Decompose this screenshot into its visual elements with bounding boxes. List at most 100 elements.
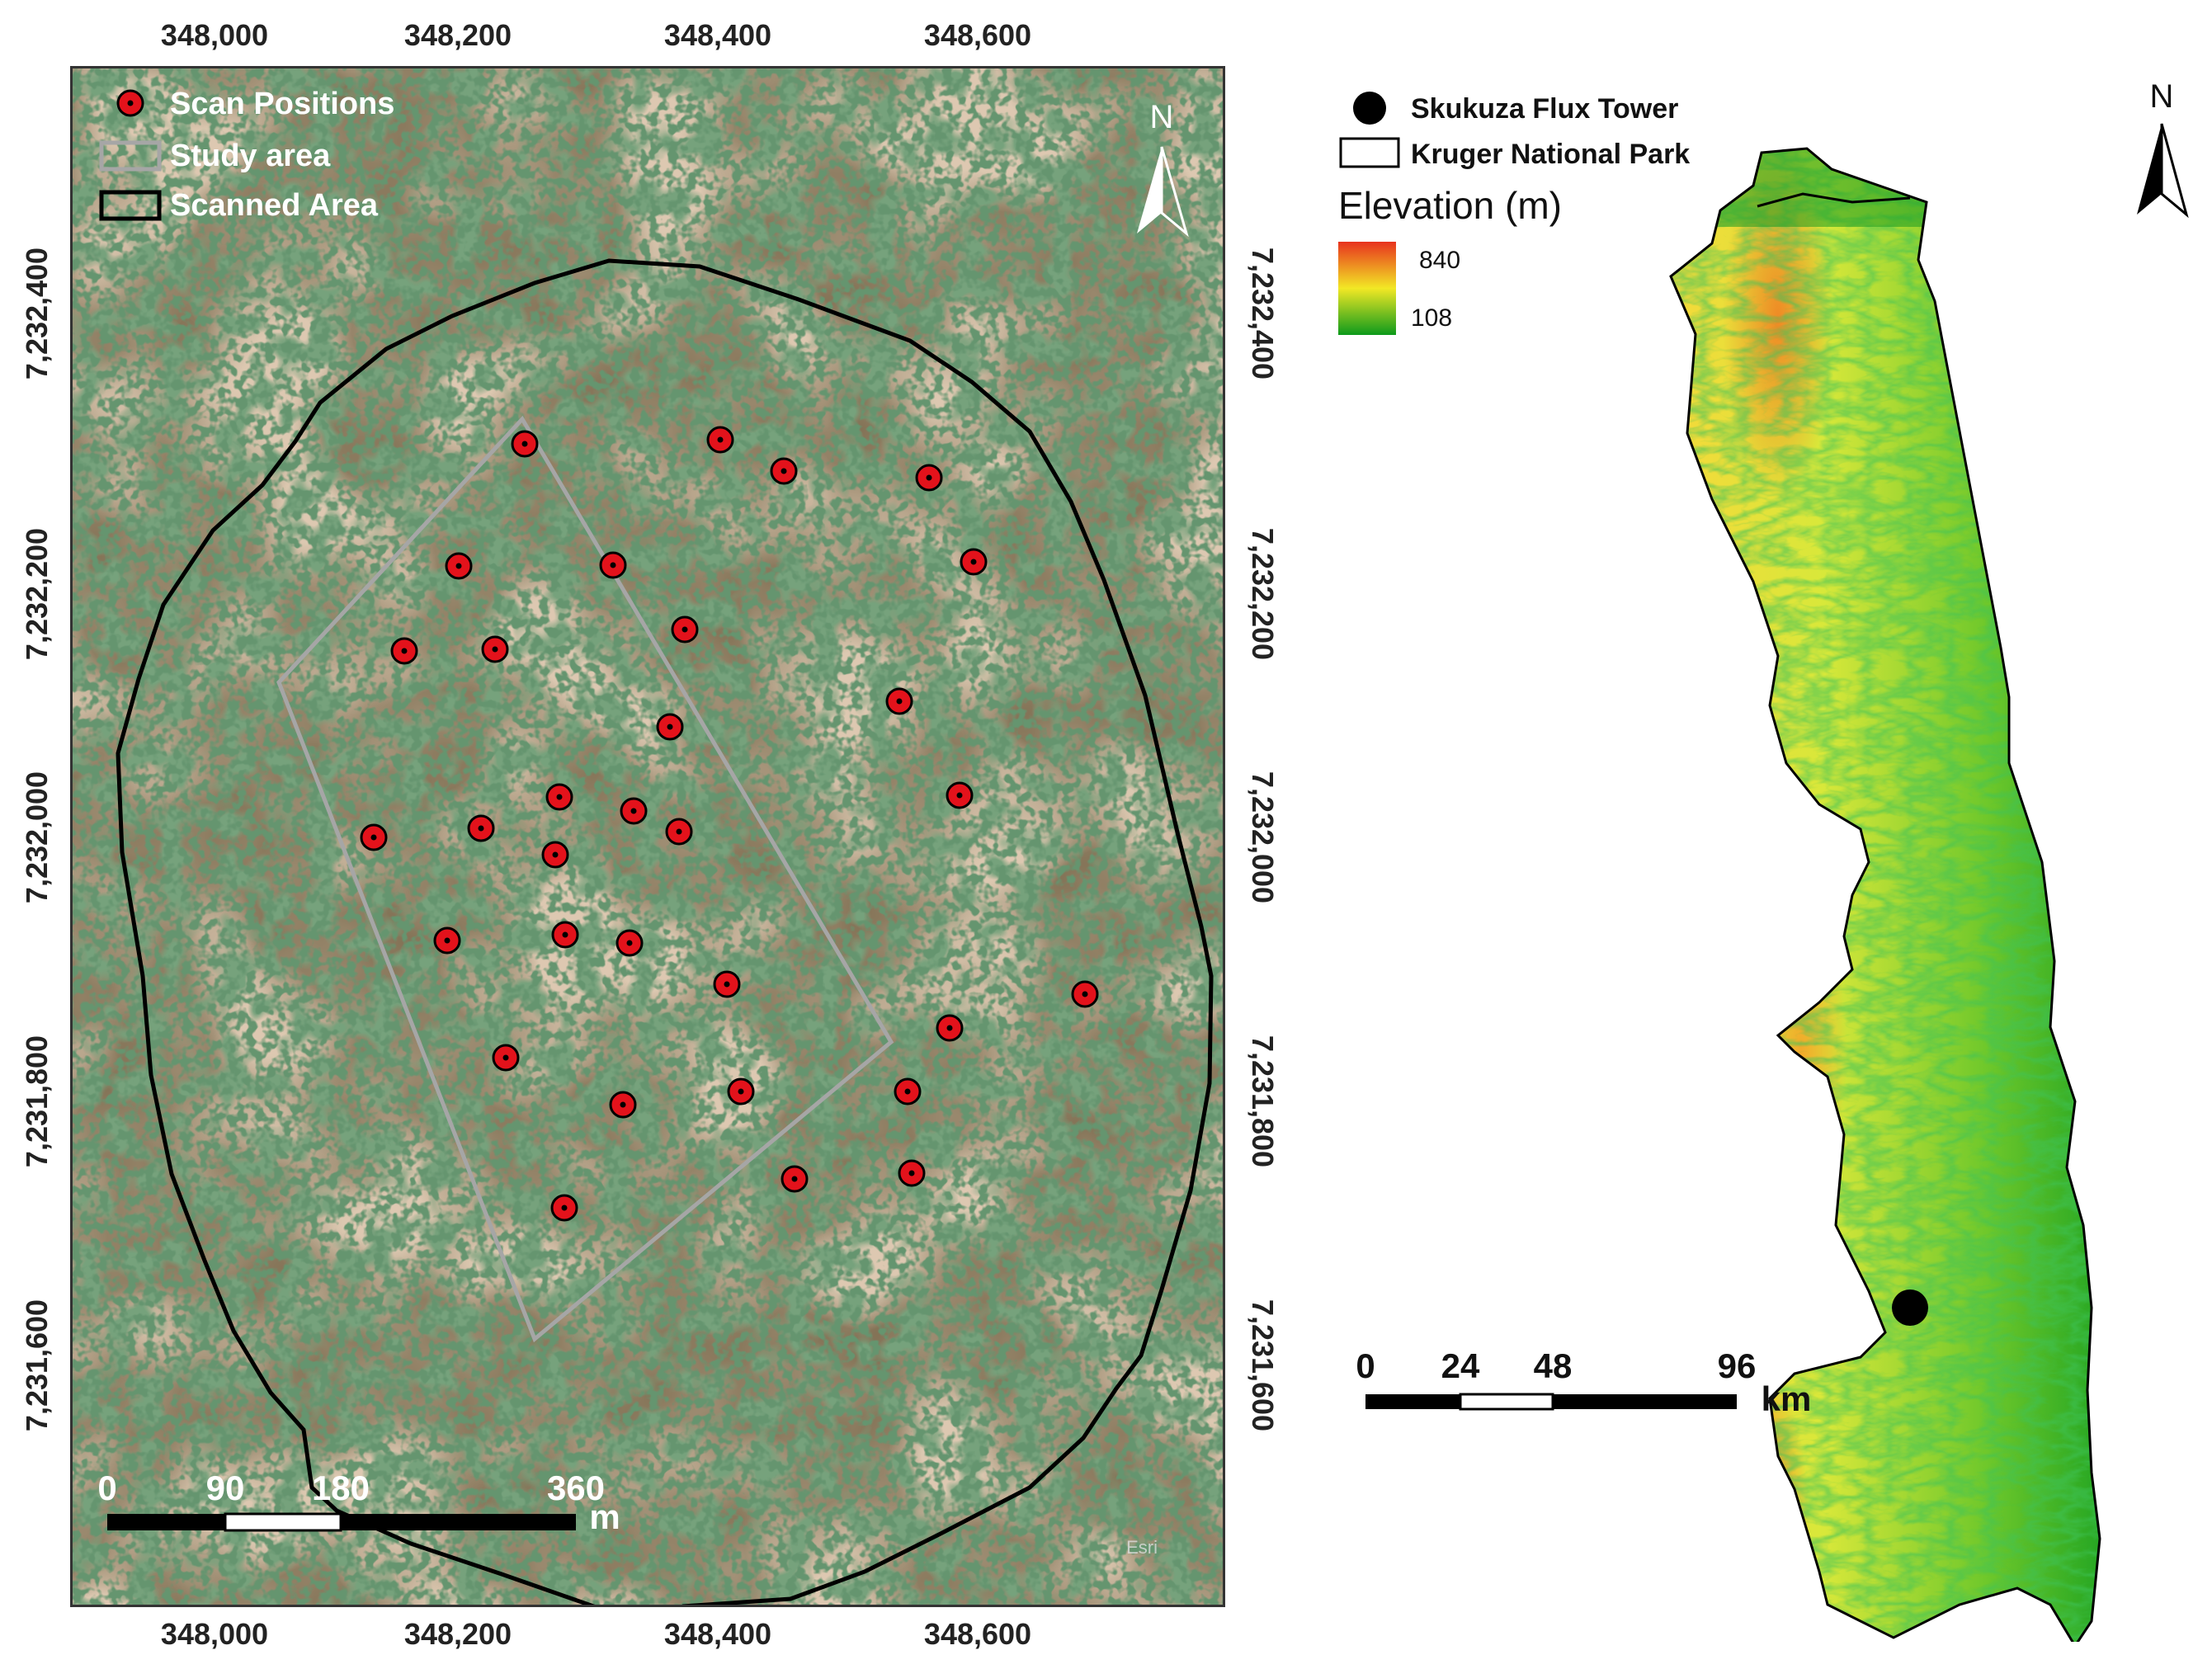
y-tick-right-2: 7,232,200 (1246, 527, 1280, 661)
scale-unit-m: m (589, 1497, 620, 1536)
x-tick-top-4: 348,600 (923, 18, 1032, 52)
elevation-ramp (1338, 242, 1396, 335)
scan-position-center (908, 1170, 915, 1176)
kruger-park-map (1669, 147, 2101, 1648)
north-arrow-left-outline (1160, 146, 1189, 238)
legend-tower-label: Skukuza Flux Tower (1411, 93, 1678, 125)
scale-label-180: 180 (312, 1469, 370, 1507)
scan-position-center (946, 1025, 953, 1031)
km-scale-label-0: 0 (1356, 1346, 1375, 1385)
right-scale-bar: 0 24 48 96 km (1356, 1346, 1811, 1418)
left-legend: Scan Positions Study area Scanned Area (99, 87, 394, 223)
elevation-map-panel: Skukuza Flux Tower Kruger National Park … (1287, 74, 2212, 1648)
north-label-right: N (2150, 78, 2174, 115)
x-tick-bottom-2: 348,200 (403, 1617, 512, 1651)
scan-position-center (521, 441, 528, 447)
scan-position-center (667, 724, 673, 730)
imagery-vegetation (73, 68, 1223, 1605)
scan-position-center (630, 808, 637, 814)
left-scale-bar: 0 90 180 360 m (97, 1469, 620, 1536)
km-scale-label-24: 24 (1441, 1346, 1480, 1385)
km-scale-seg-3 (1553, 1394, 1737, 1409)
scan-position-center (926, 474, 932, 481)
legend-tower-marker (1353, 92, 1386, 125)
x-tick-top-1: 348,000 (160, 18, 269, 52)
legend-scanned-label: Scanned Area (170, 188, 379, 223)
scan-position-center (455, 563, 462, 569)
park-drainage-texture (1671, 149, 2100, 1646)
scale-label-0: 0 (97, 1469, 116, 1507)
north-arrow-right: N (2137, 78, 2189, 219)
legend-park-swatch (1339, 137, 1400, 168)
elevation-min-label: 108 (1411, 304, 1452, 332)
scan-position-center (896, 698, 903, 705)
scan-position-center (556, 794, 563, 800)
km-scale-seg-2 (1459, 1393, 1554, 1411)
north-arrow-left-white (1137, 147, 1162, 233)
north-arrow-right-black (2137, 124, 2162, 215)
scan-position-center (561, 1205, 568, 1211)
skukuza-tower-marker (1892, 1289, 1928, 1326)
km-scale-seg-1 (1365, 1394, 1460, 1409)
x-tick-bottom-1: 348,000 (160, 1617, 269, 1651)
x-tick-top-3: 348,400 (663, 18, 772, 52)
scan-position-center (492, 646, 498, 653)
scan-position-center (562, 931, 568, 938)
scan-position-center (502, 1054, 509, 1061)
km-scale-unit: km (1762, 1379, 1812, 1418)
scan-position-center (478, 825, 484, 832)
x-tick-top-2: 348,200 (403, 18, 512, 52)
scan-position-center (781, 468, 787, 474)
scan-position-center (956, 792, 963, 799)
legend-scan-marker-dot (127, 100, 134, 106)
y-tick-left-5: 7,231,600 (20, 1299, 54, 1432)
y-tick-right-3: 7,232,000 (1246, 771, 1280, 904)
scan-position-center (904, 1088, 911, 1095)
legend-study-swatch (99, 140, 162, 172)
y-tick-left-3: 7,232,000 (20, 771, 54, 904)
elevation-title: Elevation (m) (1338, 184, 1562, 227)
park-north-line (1757, 192, 1911, 208)
scale-seg-2 (224, 1512, 342, 1532)
scale-label-360: 360 (547, 1469, 605, 1507)
study-area-polygon (276, 415, 894, 1343)
scan-position-center (676, 828, 682, 835)
scan-position-center (626, 940, 633, 946)
scan-position-center (970, 559, 977, 565)
y-tick-right-4: 7,231,800 (1246, 1035, 1280, 1168)
scan-position-center (401, 648, 408, 654)
y-tick-right-1: 7,232,400 (1246, 247, 1280, 380)
elevation-max-label: 840 (1419, 247, 1460, 274)
km-scale-label-48: 48 (1534, 1346, 1573, 1385)
scale-seg-1 (107, 1514, 225, 1530)
km-scale-label-96: 96 (1718, 1346, 1757, 1385)
legend-scan-label: Scan Positions (170, 87, 394, 121)
scan-position-center (610, 562, 616, 568)
scan-position-center (552, 851, 559, 858)
park-boundary (1669, 147, 2101, 1648)
legend-park-label: Kruger National Park (1411, 139, 1690, 170)
scan-position-center (444, 937, 450, 944)
y-tick-left-1: 7,232,400 (20, 247, 54, 380)
scan-position-center (682, 626, 688, 633)
scan-position-center (738, 1088, 744, 1095)
scanned-area-outline (116, 258, 1214, 1605)
scan-position-center (717, 436, 724, 443)
x-tick-bottom-3: 348,400 (663, 1617, 772, 1651)
north-arrow-right-outline (2160, 123, 2189, 219)
y-tick-left-4: 7,231,800 (20, 1035, 54, 1168)
scan-position-center (1082, 991, 1088, 997)
satellite-map-panel: Scan Positions Study area Scanned Area N… (70, 66, 1225, 1607)
x-tick-bottom-4: 348,600 (923, 1617, 1032, 1651)
scale-seg-3 (341, 1514, 576, 1530)
y-tick-right-5: 7,231,600 (1246, 1299, 1280, 1432)
north-label-left: N (1150, 99, 1174, 135)
north-arrow-left: N (1137, 99, 1189, 238)
scale-label-90: 90 (206, 1469, 245, 1507)
y-tick-left-2: 7,232,200 (20, 527, 54, 661)
scan-position-center (370, 834, 377, 841)
park-north-green-band (1671, 149, 2100, 227)
scan-position-center (791, 1176, 798, 1182)
right-legend: Skukuza Flux Tower Kruger National Park … (1338, 92, 1690, 335)
esri-watermark: Esri (1126, 1537, 1158, 1558)
